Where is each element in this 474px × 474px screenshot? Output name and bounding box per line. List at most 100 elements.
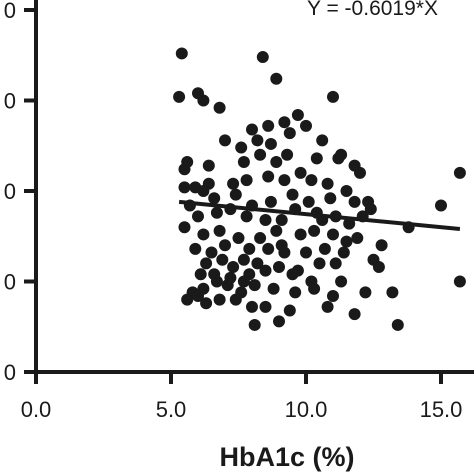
data-point bbox=[391, 318, 404, 331]
data-point bbox=[286, 188, 299, 201]
data-point bbox=[178, 163, 191, 176]
data-point bbox=[332, 152, 345, 165]
data-point bbox=[283, 127, 296, 140]
data-point bbox=[208, 192, 221, 205]
data-point bbox=[327, 289, 339, 302]
data-point bbox=[194, 268, 207, 281]
data-point bbox=[308, 224, 321, 237]
data-point bbox=[327, 228, 339, 241]
x-tick-label: 0.0 bbox=[21, 397, 52, 422]
data-point bbox=[267, 282, 280, 295]
data-point bbox=[329, 257, 342, 270]
data-point bbox=[286, 268, 299, 281]
data-point bbox=[264, 137, 277, 150]
data-point bbox=[200, 297, 213, 310]
x-tick-label: 10.0 bbox=[285, 397, 328, 422]
data-point bbox=[254, 232, 267, 245]
data-point bbox=[278, 116, 291, 129]
data-point bbox=[321, 300, 334, 313]
data-point bbox=[240, 210, 253, 223]
data-point bbox=[305, 174, 318, 187]
data-point bbox=[453, 275, 466, 288]
y-tick-label: 0 bbox=[4, 0, 16, 23]
data-point bbox=[340, 235, 353, 248]
data-point bbox=[229, 188, 242, 201]
data-point bbox=[259, 300, 272, 313]
data-point bbox=[219, 134, 231, 147]
data-point bbox=[251, 257, 264, 270]
data-point bbox=[264, 195, 277, 208]
data-point bbox=[237, 253, 250, 266]
data-point bbox=[237, 156, 250, 169]
data-point bbox=[254, 148, 267, 161]
data-points bbox=[173, 47, 466, 331]
data-point bbox=[197, 228, 210, 241]
data-point bbox=[262, 119, 275, 132]
data-point bbox=[192, 210, 204, 223]
data-point bbox=[340, 185, 353, 197]
data-point bbox=[310, 152, 323, 165]
data-point bbox=[362, 195, 375, 208]
y-axis-ticks: 0 0 0 0 0 bbox=[4, 0, 36, 385]
data-point bbox=[178, 181, 191, 194]
data-point bbox=[246, 300, 258, 313]
data-point bbox=[275, 213, 288, 226]
data-point bbox=[243, 242, 256, 255]
y-tick-label: 0 bbox=[4, 89, 16, 114]
data-point bbox=[348, 308, 361, 321]
data-point bbox=[175, 47, 188, 60]
data-point bbox=[289, 286, 302, 299]
data-point bbox=[273, 315, 285, 328]
x-tick-label: 5.0 bbox=[156, 397, 187, 422]
data-point bbox=[213, 224, 226, 237]
data-point bbox=[200, 257, 213, 270]
data-point bbox=[316, 134, 329, 147]
x-tick-label: 15.0 bbox=[420, 397, 463, 422]
data-point bbox=[229, 293, 242, 306]
data-point bbox=[294, 228, 307, 241]
data-point bbox=[294, 166, 307, 179]
data-point bbox=[232, 232, 245, 245]
data-point bbox=[259, 213, 272, 226]
trend-line bbox=[178, 199, 461, 232]
data-point bbox=[240, 174, 253, 187]
data-point bbox=[235, 141, 248, 154]
data-point bbox=[273, 261, 285, 274]
data-point bbox=[192, 289, 204, 302]
data-point bbox=[210, 275, 223, 288]
x-axis-ticks: 0.0 5.0 10.0 15.0 bbox=[21, 372, 463, 422]
x-axis-title: HbA1c (%) bbox=[219, 442, 354, 472]
data-point bbox=[337, 246, 350, 259]
data-point bbox=[300, 246, 312, 259]
data-point bbox=[178, 221, 191, 234]
data-point bbox=[324, 192, 337, 205]
data-point bbox=[197, 185, 210, 197]
data-point bbox=[248, 318, 261, 331]
data-point bbox=[278, 174, 291, 187]
data-point bbox=[335, 275, 348, 288]
data-point bbox=[248, 279, 261, 292]
data-point bbox=[213, 293, 226, 306]
regression-equation: Y = -0.6019*X bbox=[307, 0, 438, 20]
data-point bbox=[227, 177, 240, 190]
data-point bbox=[359, 286, 372, 299]
data-point bbox=[216, 253, 229, 266]
data-point bbox=[210, 206, 223, 219]
y-tick-label: 0 bbox=[4, 179, 16, 204]
data-point bbox=[270, 72, 283, 85]
data-point bbox=[181, 293, 194, 306]
data-point bbox=[354, 166, 366, 179]
data-point bbox=[386, 286, 399, 299]
data-point bbox=[256, 51, 269, 64]
data-point bbox=[281, 148, 294, 161]
data-point bbox=[173, 90, 186, 103]
y-tick-label: 0 bbox=[4, 360, 16, 385]
data-point bbox=[313, 257, 326, 270]
data-point bbox=[202, 159, 215, 172]
y-tick-label: 0 bbox=[4, 270, 16, 295]
data-point bbox=[453, 166, 466, 179]
data-point bbox=[321, 177, 334, 190]
data-point bbox=[351, 232, 364, 245]
data-point bbox=[435, 199, 447, 212]
